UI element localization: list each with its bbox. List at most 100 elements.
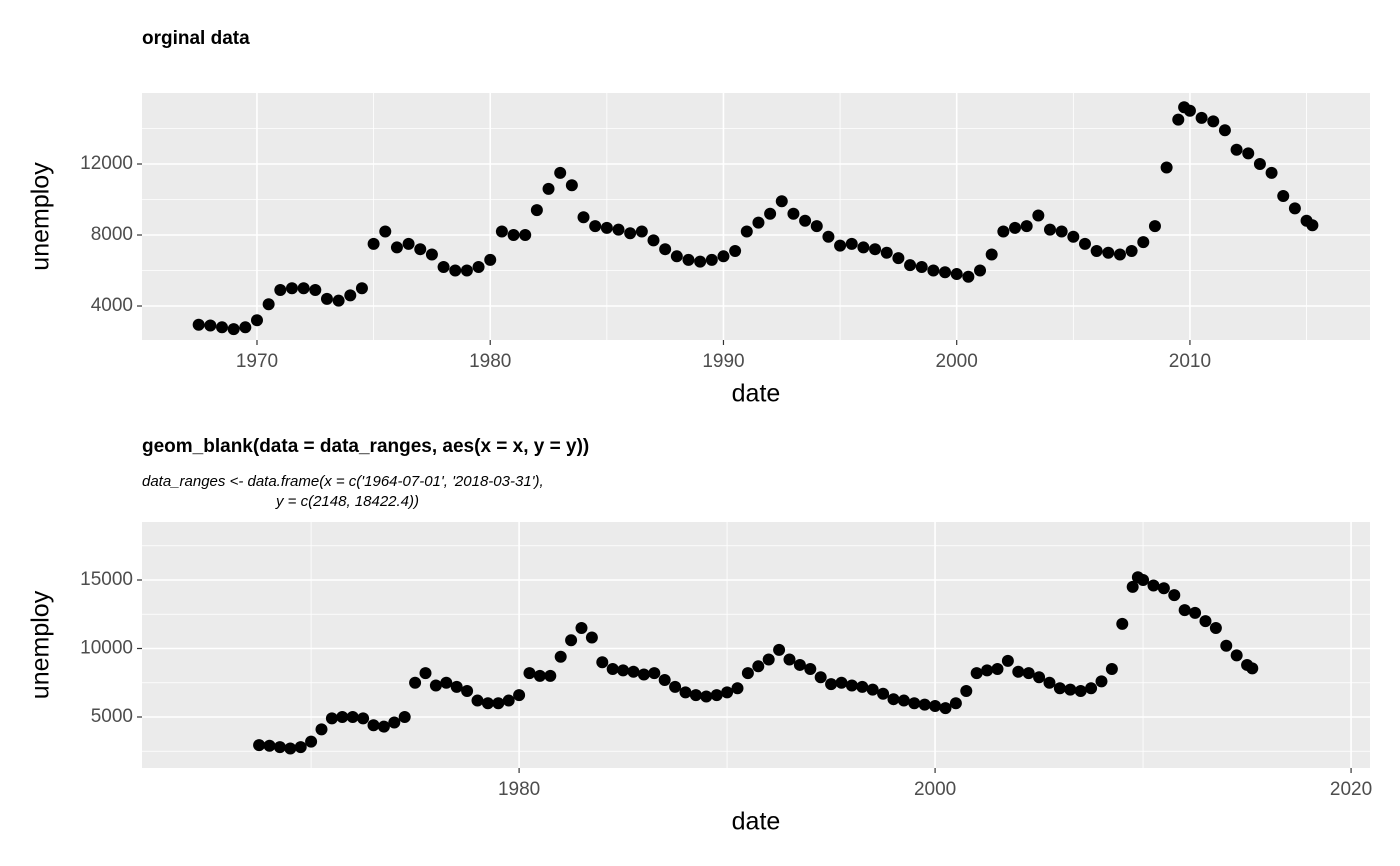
point (1113, 248, 1126, 261)
point (1220, 639, 1233, 652)
point (449, 264, 462, 277)
point (1160, 161, 1173, 174)
point (577, 211, 590, 224)
point (775, 195, 788, 208)
point (1055, 225, 1068, 238)
x-tick-label: 2000 (914, 779, 956, 800)
point (1178, 604, 1191, 617)
point (305, 735, 318, 748)
point (915, 260, 928, 273)
point (513, 689, 526, 702)
point (585, 631, 598, 644)
point (472, 260, 485, 273)
point (600, 221, 613, 234)
x-tick-label: 1990 (702, 351, 744, 372)
point (227, 323, 240, 336)
point (1116, 617, 1129, 630)
point (367, 237, 380, 250)
x-tick-label: 2000 (936, 351, 978, 372)
point (825, 678, 838, 691)
point (1125, 244, 1138, 257)
x-tick-label: 1980 (498, 779, 540, 800)
point (419, 667, 432, 680)
point (880, 246, 893, 259)
point (1126, 580, 1139, 593)
point (773, 643, 786, 656)
point (1230, 649, 1243, 662)
point (357, 712, 370, 725)
point (1043, 676, 1056, 689)
point (425, 248, 438, 261)
point (997, 225, 1010, 238)
point (461, 684, 474, 697)
point (1306, 219, 1319, 232)
point (689, 689, 702, 702)
point (530, 204, 543, 217)
point (1043, 223, 1056, 236)
point (1242, 147, 1255, 160)
point (315, 723, 328, 736)
point (612, 223, 625, 236)
point (705, 253, 718, 266)
point (346, 710, 359, 723)
point (845, 237, 858, 250)
point (437, 260, 450, 273)
x-tick-label: 2010 (1169, 351, 1211, 372)
point (1246, 662, 1259, 675)
y-tick-label: 12000 (80, 153, 133, 174)
point (970, 667, 983, 680)
point (523, 667, 536, 680)
point (1230, 143, 1243, 156)
point (764, 207, 777, 220)
point (402, 237, 415, 250)
point (388, 716, 401, 729)
point (565, 634, 578, 647)
point (887, 693, 900, 706)
point (542, 182, 555, 195)
chart-title: geom_blank(data = data_ranges, aes(x = x… (142, 436, 589, 457)
point (659, 243, 672, 256)
point (752, 660, 765, 673)
point (1253, 158, 1266, 171)
point (440, 676, 453, 689)
point (263, 739, 276, 752)
point (1085, 682, 1098, 695)
point (1183, 104, 1196, 117)
y-tick-label: 5000 (91, 706, 133, 727)
point (409, 676, 422, 689)
point (1009, 221, 1022, 234)
y-tick-label: 4000 (91, 295, 133, 316)
point (519, 229, 532, 242)
point (533, 669, 546, 682)
point (783, 653, 796, 666)
point (1012, 665, 1025, 678)
point (799, 214, 812, 227)
point (262, 298, 275, 311)
point (869, 243, 882, 256)
point (484, 253, 497, 266)
point (589, 220, 602, 233)
point (877, 687, 890, 700)
point (835, 676, 848, 689)
point (647, 234, 660, 247)
point (390, 241, 403, 254)
point (294, 741, 307, 754)
point (606, 663, 619, 676)
point (192, 318, 205, 331)
point (648, 667, 661, 680)
point (554, 650, 567, 663)
point (637, 668, 650, 681)
point (624, 227, 637, 240)
point (1001, 654, 1014, 667)
point (1102, 246, 1115, 259)
point (1157, 582, 1170, 595)
point (507, 229, 520, 242)
point (845, 679, 858, 692)
point (856, 680, 869, 693)
point (700, 690, 713, 703)
point (1090, 244, 1103, 257)
point (379, 225, 392, 238)
point (1147, 579, 1160, 592)
point (274, 284, 287, 297)
y-tick-label: 15000 (80, 569, 133, 590)
